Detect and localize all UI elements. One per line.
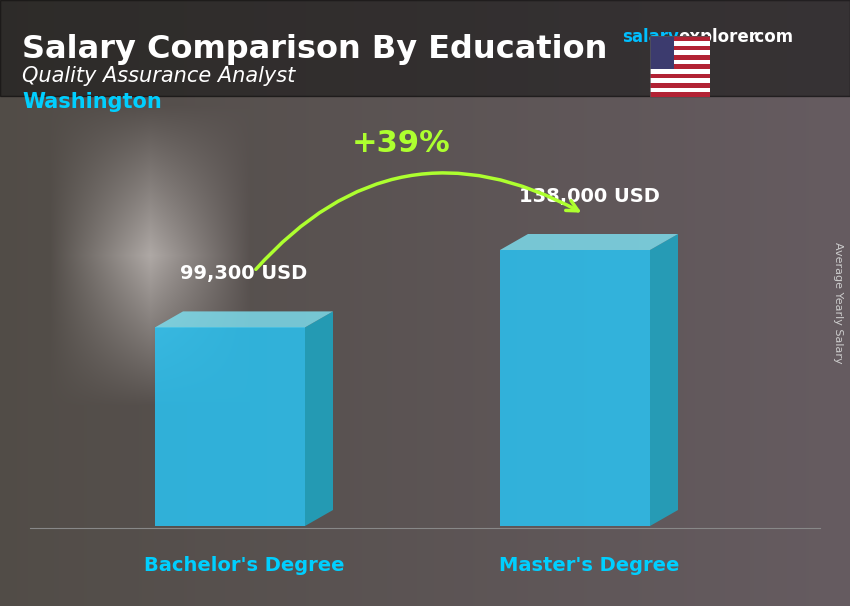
- Text: Master's Degree: Master's Degree: [499, 556, 679, 575]
- Bar: [650, 88, 710, 92]
- Bar: [650, 41, 710, 45]
- Polygon shape: [500, 250, 650, 526]
- Text: 99,300 USD: 99,300 USD: [180, 264, 308, 284]
- Text: +39%: +39%: [352, 130, 450, 159]
- Bar: [650, 83, 710, 88]
- Bar: [650, 69, 710, 74]
- Text: Quality Assurance Analyst: Quality Assurance Analyst: [22, 66, 295, 86]
- Bar: [650, 36, 674, 69]
- Bar: [650, 59, 710, 64]
- Bar: [650, 45, 710, 50]
- Text: salary: salary: [622, 28, 679, 46]
- Polygon shape: [155, 327, 305, 526]
- Polygon shape: [650, 234, 678, 526]
- Polygon shape: [500, 234, 678, 250]
- Text: .com: .com: [748, 28, 793, 46]
- Text: Washington: Washington: [22, 92, 162, 112]
- Text: Average Yearly Salary: Average Yearly Salary: [833, 242, 843, 364]
- Bar: [650, 55, 710, 59]
- Polygon shape: [155, 311, 333, 327]
- Bar: [650, 36, 710, 41]
- Bar: [650, 50, 710, 55]
- Polygon shape: [305, 311, 333, 526]
- Bar: [650, 64, 710, 69]
- Text: Bachelor's Degree: Bachelor's Degree: [144, 556, 344, 575]
- Text: explorer: explorer: [678, 28, 757, 46]
- Bar: [650, 74, 710, 78]
- Text: 138,000 USD: 138,000 USD: [518, 187, 660, 206]
- FancyBboxPatch shape: [0, 0, 850, 96]
- Bar: [650, 78, 710, 83]
- Bar: [650, 92, 710, 97]
- Text: Salary Comparison By Education: Salary Comparison By Education: [22, 34, 608, 65]
